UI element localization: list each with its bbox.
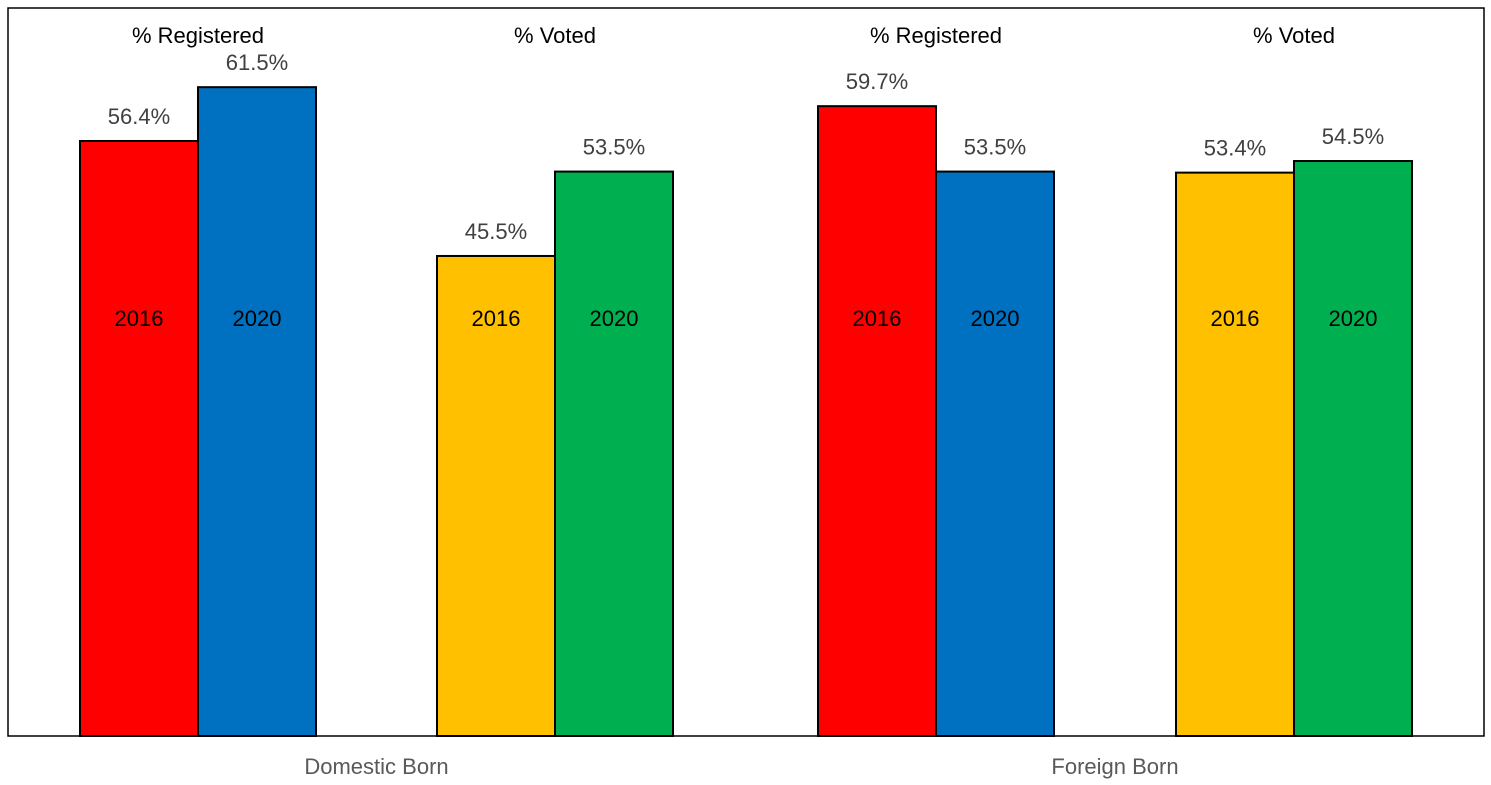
- x-axis-group-label: Domestic Born: [304, 754, 448, 779]
- bar-category-label: 2016: [1211, 306, 1260, 331]
- subgroup-title: % Registered: [132, 23, 264, 48]
- data-label: 59.7%: [846, 69, 908, 94]
- subgroup-title: % Voted: [1253, 23, 1335, 48]
- bar: [79, 139, 199, 738]
- bar: [1293, 160, 1413, 737]
- data-label: 54.5%: [1322, 124, 1384, 149]
- data-label: 45.5%: [465, 219, 527, 244]
- bar: [436, 254, 556, 737]
- data-label: 61.5%: [226, 50, 288, 75]
- bar: [817, 105, 937, 738]
- bar-category-label: 2020: [971, 306, 1020, 331]
- bar: [554, 170, 674, 737]
- bar-category-label: 2016: [472, 306, 521, 331]
- plot-area-frame: [7, 7, 1485, 737]
- data-label: 53.4%: [1204, 136, 1266, 161]
- subgroup-title: % Registered: [870, 23, 1002, 48]
- bar: [1175, 171, 1295, 737]
- bar-category-label: 2016: [115, 306, 164, 331]
- data-label: 53.5%: [964, 135, 1026, 160]
- bar-category-label: 2020: [590, 306, 639, 331]
- subgroup-title: % Voted: [514, 23, 596, 48]
- bar-category-label: 2016: [853, 306, 902, 331]
- bar: [935, 170, 1055, 737]
- data-label: 56.4%: [108, 104, 170, 129]
- data-label: 53.5%: [583, 135, 645, 160]
- bar: [197, 86, 317, 738]
- x-axis-group-label: Foreign Born: [1051, 754, 1178, 779]
- bar-category-label: 2020: [233, 306, 282, 331]
- bar-category-label: 2020: [1329, 306, 1378, 331]
